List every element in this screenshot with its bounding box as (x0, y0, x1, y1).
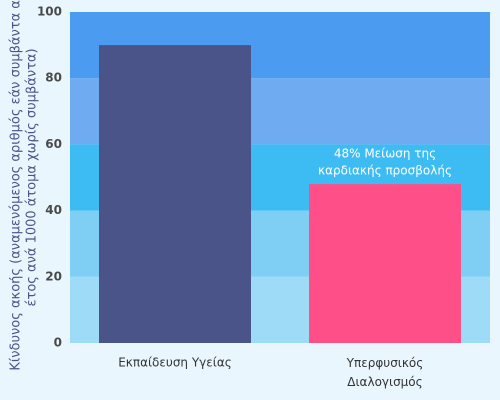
x-tick-label: Υπερφυσικός Διαλογισμός (346, 356, 424, 389)
x-tick-label-line: Διαλογισμός (347, 375, 422, 389)
y-tick-label: 40 (45, 203, 62, 217)
annotation: καρδιακής προσβολής (318, 164, 452, 178)
x-tick-label-line: Υπερφυσικός (346, 356, 424, 370)
annotation: 48% Μείωση της (334, 147, 436, 161)
y-tick-label: 60 (45, 137, 62, 151)
y-tick-label: 100 (37, 5, 62, 19)
y-axis-label: Κίνδυνος ακοής (αναμενόμενος αριθμός εάν… (9, 0, 24, 371)
bar (99, 45, 251, 343)
y-tick-label: 20 (45, 269, 62, 283)
bar (309, 184, 461, 343)
y-tick-label: 0 (54, 336, 62, 350)
y-tick-label: 80 (45, 71, 62, 85)
y-axis-label: έτος ανά 1000 άτομα χωρίς συμβάντα) (25, 48, 40, 306)
x-tick-label: Εκπαίδευση Υγείας (118, 356, 232, 370)
